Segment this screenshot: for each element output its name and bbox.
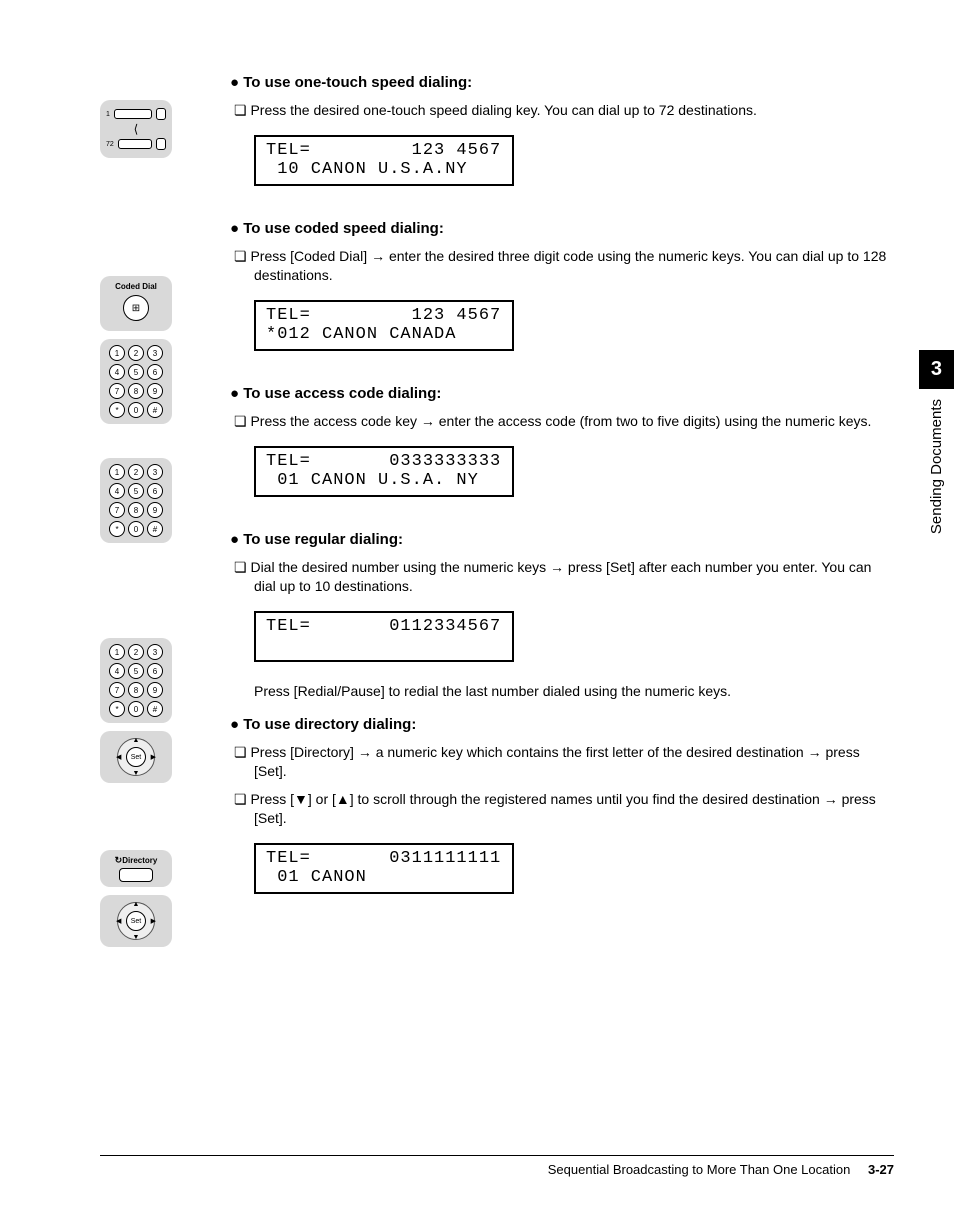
keypad-key: 5 (128, 364, 144, 380)
keypad-2: 123 456 789 *0# (109, 464, 163, 537)
keypad-key: 7 (109, 682, 125, 698)
instruction-note: Press [Redial/Pause] to redial the last … (254, 682, 894, 702)
keypad-key: * (109, 701, 125, 717)
page: 3 Sending Documents 1 ⟨ 72 Coded Dial ⊞ … (0, 0, 954, 1227)
instruction-item: Press the access code key → enter the ac… (254, 412, 894, 432)
keypad-key: 2 (128, 464, 144, 480)
arrow-icon: → (808, 744, 822, 760)
lcd-display: TEL= 0112334567 (254, 611, 514, 662)
keypad-key: 8 (128, 682, 144, 698)
lcd-display: TEL= 0311111111 01 CANON (254, 843, 514, 894)
instruction-item: Dial the desired number using the numeri… (254, 558, 894, 597)
section-heading: To use access code dialing: (230, 385, 894, 402)
keypad-key: # (147, 701, 163, 717)
navpad-1: Set ▲ ▼ ◀ ▶ (100, 731, 172, 783)
accesscode-icon: 123 456 789 *0# (100, 458, 180, 551)
keypad-key: * (109, 402, 125, 418)
page-footer: Sequential Broadcasting to More Than One… (100, 1155, 894, 1177)
section-heading: To use directory dialing: (230, 716, 894, 733)
keypad-key: 1 (109, 345, 125, 361)
navpad-2: Set ▲ ▼ ◀ ▶ (100, 895, 172, 947)
keypad-key: 0 (128, 701, 144, 717)
onetouch-icon: 1 ⟨ 72 (100, 100, 180, 158)
set-button-label-2: Set (126, 911, 146, 931)
keypad-key: 1 (109, 464, 125, 480)
arrow-icon: → (550, 559, 564, 575)
keypad-key: 5 (128, 483, 144, 499)
keypad-key: 9 (147, 682, 163, 698)
chapter-title: Sending Documents (928, 399, 945, 534)
footer-text: Sequential Broadcasting to More Than One… (548, 1162, 851, 1177)
instruction-item: Press [Directory] → a numeric key which … (254, 743, 894, 782)
instruction-item: Press [▼] or [▲] to scroll through the r… (254, 790, 894, 829)
lcd-display: TEL= 123 4567 *012 CANON CANADA (254, 300, 514, 351)
keypad-key: # (147, 521, 163, 537)
keypad-key: 9 (147, 383, 163, 399)
keypad-key: 6 (147, 483, 163, 499)
onetouch-num-top: 1 (106, 111, 110, 118)
keypad-key: 6 (147, 364, 163, 380)
lcd-display: TEL= 0333333333 01 CANON U.S.A. NY (254, 446, 514, 497)
page-number: 3-27 (868, 1162, 894, 1177)
keypad-key: 9 (147, 502, 163, 518)
keypad-key: 0 (128, 402, 144, 418)
keypad-key: 1 (109, 644, 125, 660)
section-heading: To use coded speed dialing: (230, 220, 894, 237)
keypad-key: 8 (128, 502, 144, 518)
lcd-display: TEL= 123 4567 10 CANON U.S.A.NY (254, 135, 514, 186)
section-heading: To use one-touch speed dialing: (230, 74, 894, 91)
keypad-key: 8 (128, 383, 144, 399)
instruction-item: Press [Coded Dial] → enter the desired t… (254, 247, 894, 286)
arrow-icon: → (824, 791, 838, 807)
arrow-icon: → (358, 744, 372, 760)
keypad-key: 0 (128, 521, 144, 537)
keypad-key: 2 (128, 644, 144, 660)
keypad-key: 5 (128, 663, 144, 679)
coded-dial-label: Coded Dial (115, 282, 157, 291)
keypad-key: 3 (147, 464, 163, 480)
regular-icon: 123 456 789 *0# Set ▲ ▼ ◀ ▶ (100, 638, 180, 783)
main-content: To use one-touch speed dialing: Press the… (230, 74, 894, 914)
keypad-key: 4 (109, 663, 125, 679)
keypad-key: 2 (128, 345, 144, 361)
keypad-key: 4 (109, 483, 125, 499)
keypad-key: 4 (109, 364, 125, 380)
chapter-number: 3 (919, 350, 954, 389)
keypad-key: * (109, 521, 125, 537)
arrow-icon: → (371, 248, 385, 264)
directory-label: Directory (122, 856, 157, 865)
keypad-key: 7 (109, 383, 125, 399)
section-heading: To use regular dialing: (230, 531, 894, 548)
directory-icon: ↻Directory Set ▲ ▼ ◀ ▶ (100, 850, 180, 947)
codeddial-icon: Coded Dial ⊞ 123456789*0# (100, 276, 180, 432)
chapter-tab: 3 Sending Documents (919, 350, 954, 534)
keypad-key: 3 (147, 644, 163, 660)
arrow-icon: → (421, 413, 435, 429)
set-button-label: Set (126, 747, 146, 767)
keypad-3: 123 456 789 *0# (109, 644, 163, 717)
keypad-key: 3 (147, 345, 163, 361)
keypad-key: 7 (109, 502, 125, 518)
keypad-1: 123 456 789 *0# (109, 345, 163, 418)
keypad-key: 6 (147, 663, 163, 679)
instruction-item: Press the desired one-touch speed dialin… (254, 101, 894, 121)
keypad-key: # (147, 402, 163, 418)
onetouch-num-bottom: 72 (106, 141, 114, 148)
